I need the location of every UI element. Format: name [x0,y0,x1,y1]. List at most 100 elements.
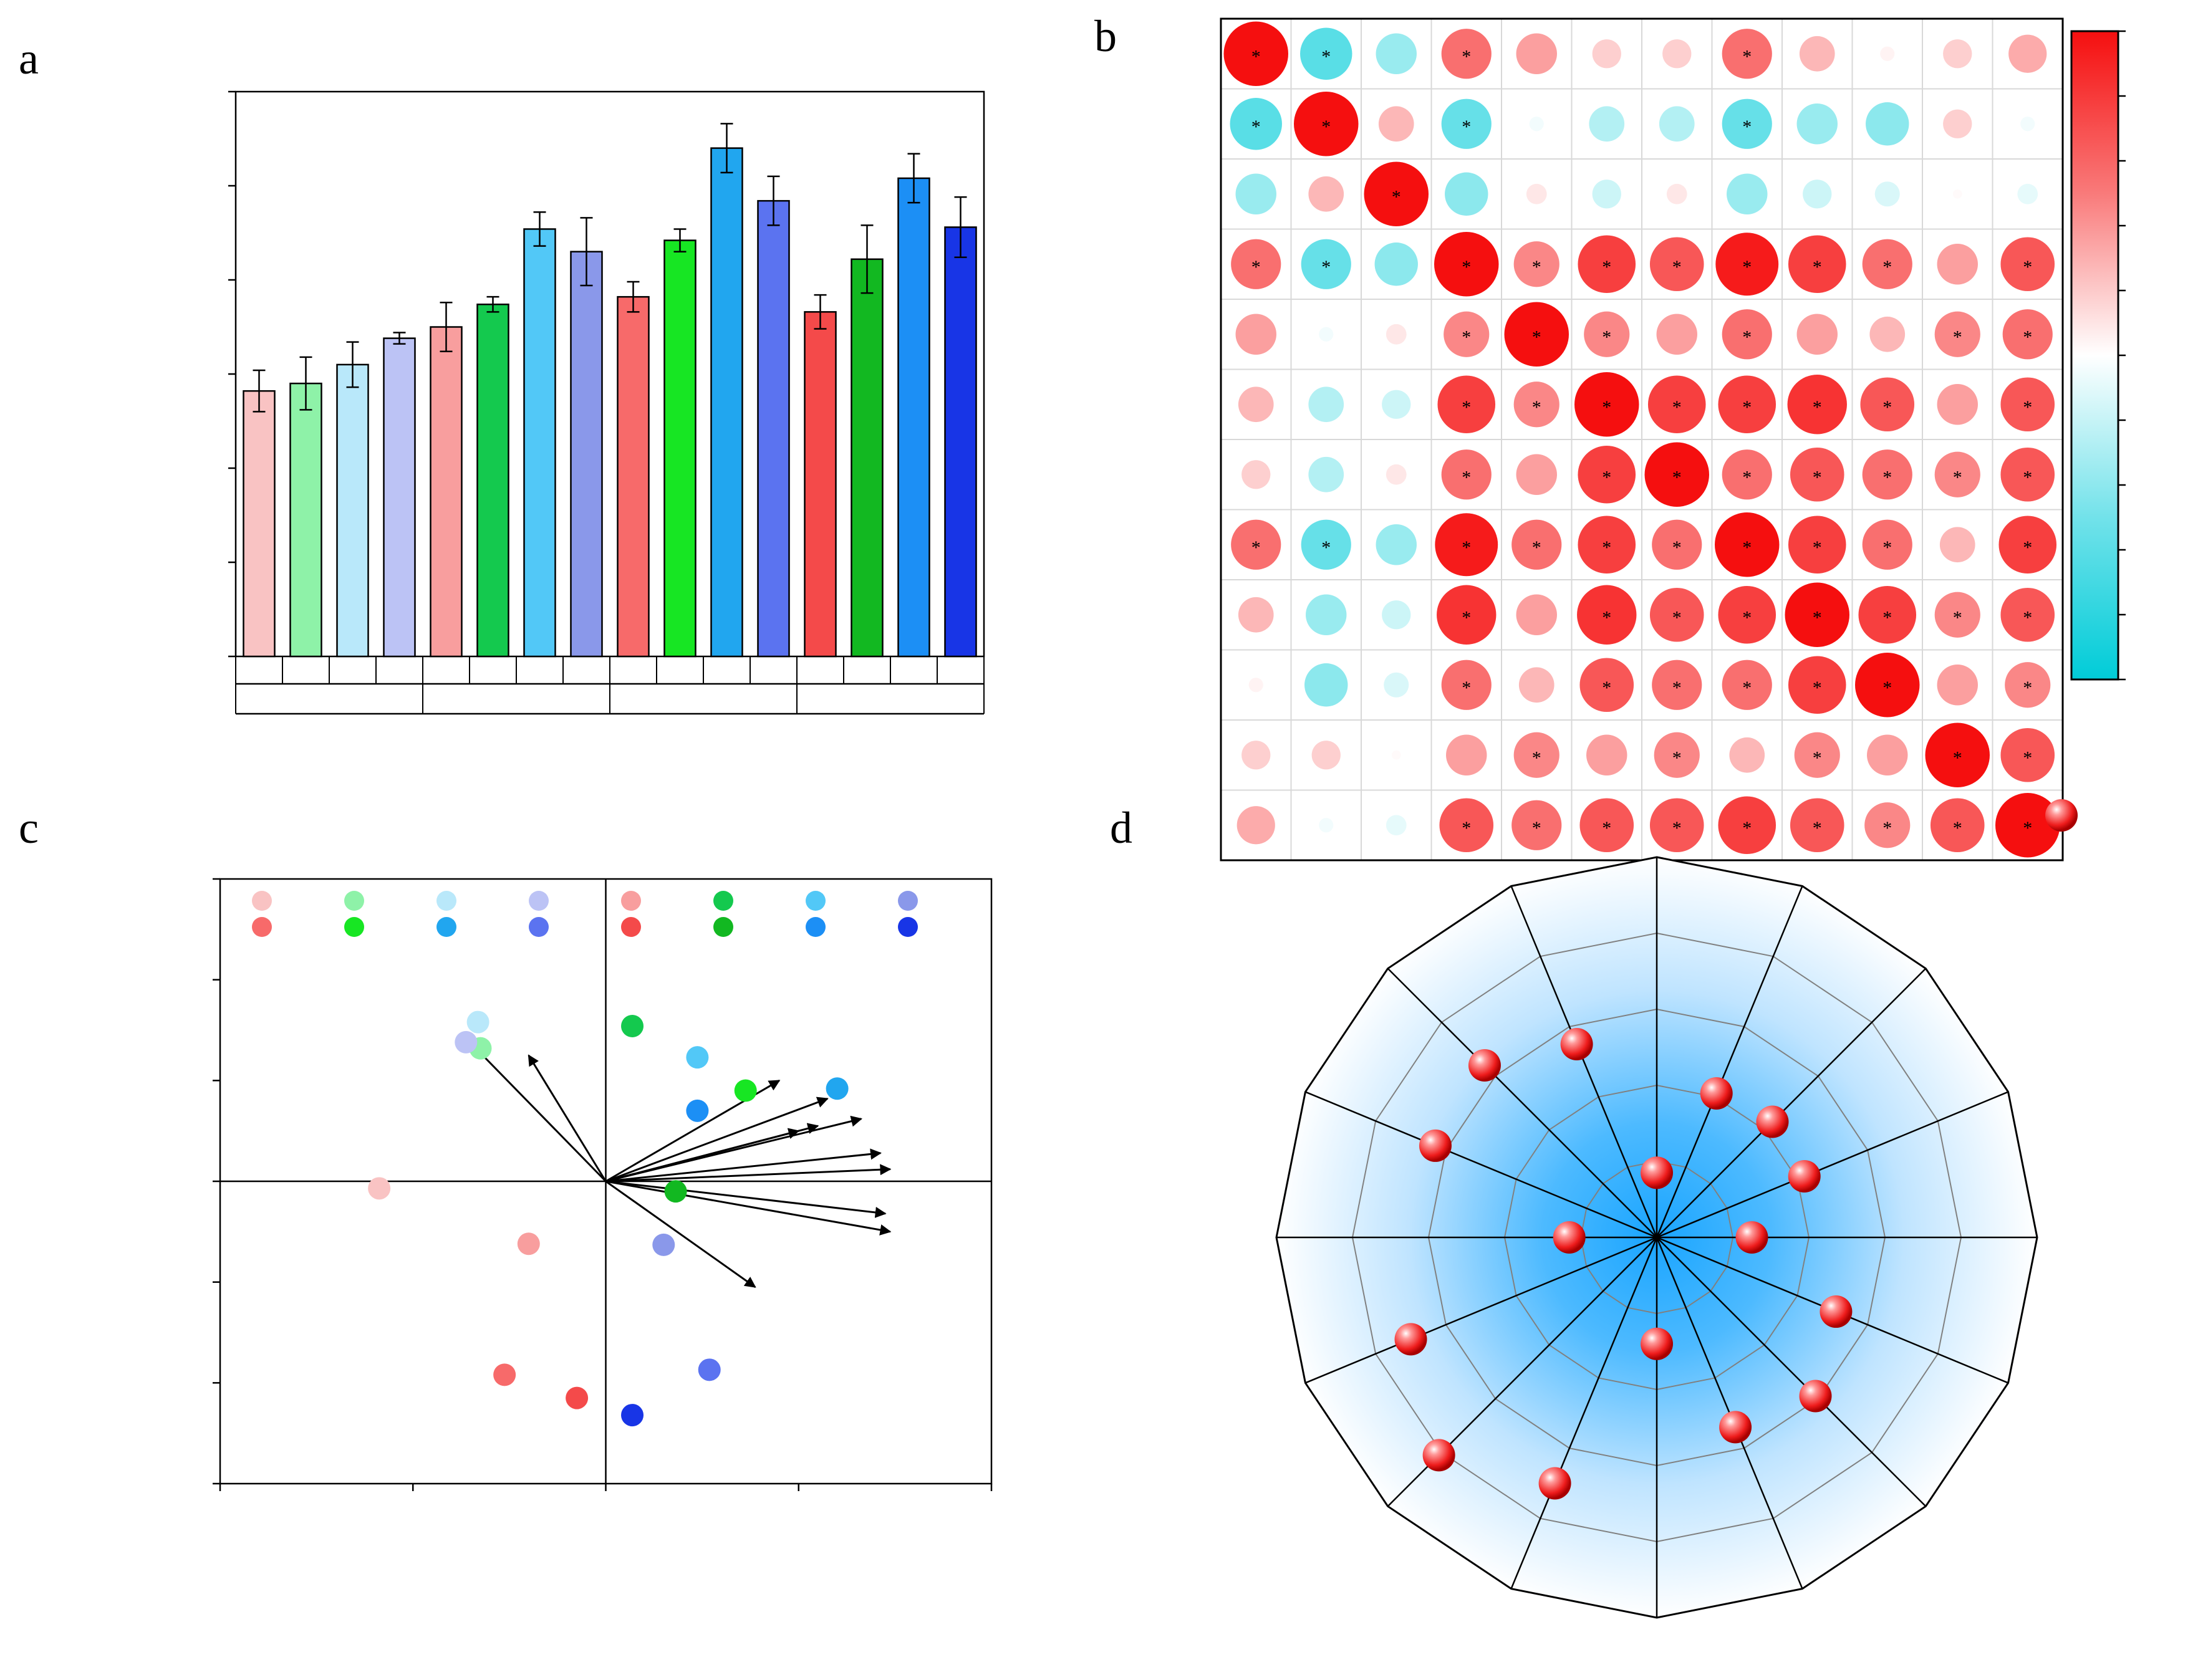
legend-marker-score [2045,799,2078,832]
corr-circle [1378,106,1414,142]
corr-circle [2020,117,2035,132]
bar-w3n0 [804,311,837,658]
corr-circle [1435,513,1498,577]
bar-w1n2 [523,228,556,658]
corr-circle [1437,375,1496,434]
significance-star: * [1953,607,1962,628]
corr-circle [1578,235,1636,294]
corr-circle [1790,798,1844,853]
significance-star: * [1813,678,1822,698]
corr-circle [1649,587,1704,642]
significance-star: * [1813,397,1822,418]
radar-spoke [1656,1237,1927,1507]
corr-circle [1860,377,1915,432]
significance-star: * [1882,678,1892,698]
significance-star: * [1321,117,1331,137]
bar-w0n0 [243,390,276,658]
significance-star: * [1953,747,1962,768]
corr-circle [1718,375,1776,434]
significance-star: * [1462,117,1471,137]
corr-circle [1306,594,1347,635]
significance-star: * [1251,46,1261,67]
significance-star: * [2023,327,2032,347]
corr-circle [1652,519,1702,570]
corr-circle [1722,98,1772,149]
corr-circle [1231,239,1281,289]
corr-circle [1441,449,1492,500]
corr-circle [1301,519,1351,570]
radar-chart [1275,799,2078,1619]
corr-circle [1574,372,1639,437]
bar-w2n3 [757,199,790,658]
score-point-w0n3 [455,1030,478,1054]
corr-circle [1516,33,1557,74]
corr-circle [1727,173,1768,214]
significance-star: * [1462,818,1471,838]
corr-circle [1937,244,1978,285]
corr-circle [1722,660,1772,710]
score-marker-w3n0 [1553,1221,1586,1254]
loading-arrow-smc [605,1180,756,1288]
significance-star: * [1462,327,1471,347]
significance-star: * [1462,257,1471,277]
significance-star: * [1532,818,1541,838]
legend-marker-w2n3 [529,917,549,937]
significance-star: * [1742,117,1752,137]
score-marker-w0n2 [1756,1105,1789,1138]
score-point-w0n2 [466,1010,489,1034]
significance-star: * [1742,46,1752,67]
loading-arrow-ss [528,1054,607,1182]
corr-circle [1386,815,1407,836]
legend-marker-w3n0 [621,917,641,937]
corr-circle [1526,183,1547,204]
corr-circle [1998,516,2057,574]
bar-w3n3 [944,226,977,658]
corr-circle [1444,311,1490,357]
score-point-w2n3 [698,1358,721,1381]
corr-circle [1223,21,1288,86]
loading-arrow-st [465,1037,607,1183]
corr-circle [1592,180,1621,209]
legend-marker-w0n1 [344,891,364,911]
radar-spoke [1656,967,1927,1238]
corr-circle [1934,311,1980,357]
corr-circle [1376,33,1417,74]
corr-circle [1995,793,2060,858]
bar-w2n1 [663,239,697,658]
score-point-w0n0 [368,1177,391,1200]
panel-label-c: c [19,803,39,853]
significance-star: * [1251,537,1261,558]
score-marker-w3n1 [1419,1129,1452,1162]
corr-circle [1241,460,1271,489]
corr-circle [1790,447,1844,502]
legend-marker-w3n2 [806,917,826,937]
corr-circle [2000,237,2055,292]
bar-w2n2 [710,147,743,658]
significance-star: * [1462,678,1471,698]
corr-circle [2017,183,2038,204]
loading-arrow-wue [605,1164,892,1183]
score-point-w2n0 [493,1363,516,1386]
corr-circle [1925,722,1990,787]
legend-marker-w2n1 [344,917,364,937]
significance-star: * [2023,607,2032,628]
corr-circle [1516,594,1557,635]
radar-spoke [1304,1091,1657,1239]
corr-circle [1441,29,1492,79]
score-point-w2n1 [734,1079,757,1102]
significance-star: * [1953,818,1962,838]
corr-circle [1666,183,1687,204]
significance-star: * [1672,537,1682,558]
score-marker-w2n2 [1422,1439,1455,1472]
corr-circle [1445,172,1488,216]
significance-star: * [1532,327,1541,347]
corr-circle [1579,798,1634,853]
corr-circle [1577,585,1637,645]
significance-star: * [1462,607,1471,628]
significance-star: * [1602,467,1611,487]
significance-star: * [2023,467,2032,487]
significance-star: * [1462,397,1471,418]
corr-circle [1584,311,1630,357]
significance-star: * [1813,607,1822,628]
significance-star: * [1602,537,1611,558]
